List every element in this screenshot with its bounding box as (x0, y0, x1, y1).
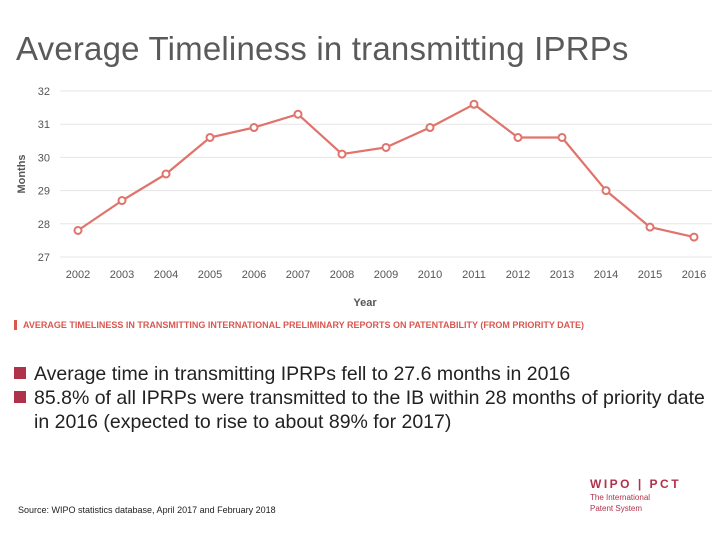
caption-marker (14, 320, 17, 330)
bullet-text: 85.8% of all IPRPs were transmitted to t… (34, 387, 705, 433)
chart-caption: AVERAGE TIMELINESS IN TRANSMITTING INTER… (14, 320, 714, 330)
data-points (73, 99, 699, 242)
y-tick-label: 28 (38, 219, 50, 231)
x-tick-label: 2015 (638, 269, 662, 281)
data-point (205, 132, 215, 142)
data-point (557, 132, 567, 142)
x-tick-label: 2003 (110, 269, 134, 281)
data-point (601, 186, 611, 196)
x-tick-label: 2002 (66, 269, 90, 281)
data-point (117, 196, 127, 206)
x-tick-label: 2005 (198, 269, 222, 281)
bullet-square-icon (14, 391, 26, 403)
x-tick-label: 2006 (242, 269, 266, 281)
x-tick-label: 2013 (550, 269, 574, 281)
source-note: Source: WIPO statistics database, April … (18, 505, 276, 515)
x-tick-label: 2012 (506, 269, 530, 281)
y-tick-label: 30 (38, 152, 50, 164)
data-point (513, 132, 523, 142)
y-tick-label: 27 (38, 252, 50, 264)
logo-sub-text-2: Patent System (590, 504, 643, 513)
x-axis-label: Year (353, 297, 377, 309)
data-point (381, 142, 391, 152)
y-tick-label: 32 (38, 86, 50, 98)
x-tick-label: 2014 (594, 269, 618, 281)
x-tick-label: 2008 (330, 269, 354, 281)
x-tick-label: 2009 (374, 269, 398, 281)
bullet-text: Average time in transmitting IPRPs fell … (34, 363, 571, 385)
bullet-item: 85.8% of all IPRPs were transmitted to t… (14, 386, 714, 434)
slide-title: Average Timeliness in transmitting IPRPs (16, 30, 629, 67)
y-axis-ticks: 27 28 29 30 31 32 (38, 86, 50, 264)
x-tick-label: 2010 (418, 269, 442, 281)
grid-lines (60, 90, 712, 258)
chart-caption-text: AVERAGE TIMELINESS IN TRANSMITTING INTER… (23, 320, 585, 330)
data-point (425, 123, 435, 133)
wipo-pct-logo: WIPO | PCT The International Patent Syst… (590, 477, 700, 514)
data-point (73, 225, 83, 235)
data-point (249, 123, 259, 133)
y-tick-label: 31 (38, 119, 50, 131)
logo-main-text: WIPO | PCT (590, 477, 682, 491)
bullet-square-icon (14, 367, 26, 379)
x-tick-label: 2016 (682, 269, 706, 281)
data-point (293, 109, 303, 119)
y-axis-label: Months (16, 154, 28, 193)
data-point (337, 149, 347, 159)
data-point (469, 99, 479, 109)
data-point (161, 169, 171, 179)
logo-sub-text-1: The International (590, 493, 651, 502)
x-tick-label: 2007 (286, 269, 310, 281)
bullet-list: Average time in transmitting IPRPs fell … (14, 362, 714, 434)
data-point (645, 222, 655, 232)
x-tick-label: 2004 (154, 269, 178, 281)
bullet-item: Average time in transmitting IPRPs fell … (14, 362, 714, 386)
x-tick-label: 2011 (462, 269, 486, 281)
data-point (689, 232, 699, 242)
y-tick-label: 29 (38, 186, 50, 198)
x-axis-ticks: 2002 2003 2004 2005 2006 2007 2008 2009 2010 2011… (66, 269, 706, 281)
